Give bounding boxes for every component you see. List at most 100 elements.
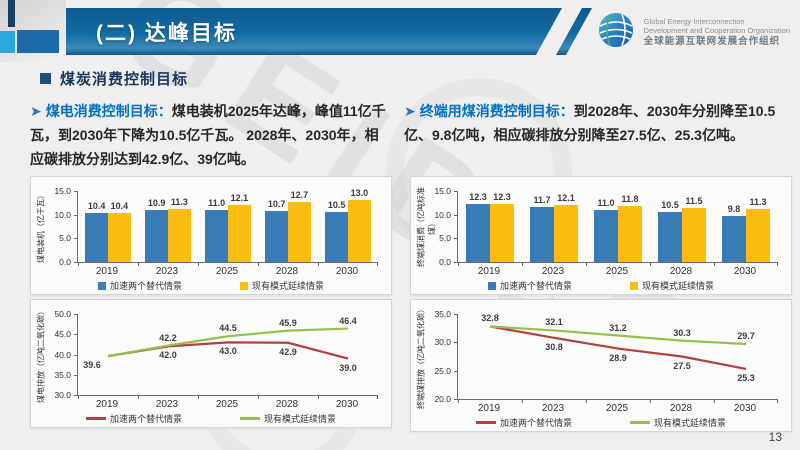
y-tick-mark — [74, 395, 77, 396]
chart-legend: 加速两个替代情景 现有模式延续情景 — [411, 279, 791, 292]
bar — [618, 206, 642, 262]
square-bullet-icon — [40, 73, 51, 84]
bar — [746, 208, 770, 262]
y-tick-label: 15.0 — [54, 186, 71, 196]
y-tick-label: 35.0 — [434, 309, 451, 319]
bullet-coal-power-lead: 煤电消费控制目标： — [45, 103, 172, 119]
legend-line-swatch — [240, 417, 260, 420]
x-tick-mark — [458, 263, 459, 266]
point-value-label: 31.2 — [609, 322, 627, 333]
y-tick-label: 5.0 — [439, 233, 451, 244]
x-tick-mark — [377, 396, 378, 399]
bar — [530, 206, 554, 262]
chart-legend: 加速两个替代情景 现有模式延续情景 — [31, 412, 391, 425]
point-value-label: 39.0 — [339, 362, 357, 373]
bar — [145, 210, 168, 262]
y-tick-mark — [74, 191, 77, 192]
legend-label: 加速两个替代情景 — [499, 281, 572, 291]
x-tick-mark — [586, 400, 587, 403]
y-tick-mark — [454, 238, 457, 240]
bar-value-label: 11.3 — [749, 196, 767, 207]
x-tick-mark — [377, 263, 378, 266]
line-series-svg — [107, 327, 349, 360]
bar — [594, 209, 618, 262]
x-tick-mark — [522, 400, 523, 403]
bar — [168, 208, 191, 262]
line-series — [107, 327, 349, 358]
legend-label: 加速两个替代情景 — [499, 418, 572, 428]
legend-line-swatch — [630, 421, 650, 424]
bar-value-label: 10.5 — [661, 200, 679, 211]
corner-square-dark — [17, 30, 59, 53]
legend-label: 加速两个替代情景 — [109, 414, 182, 424]
x-tick-label: 2028 — [275, 399, 299, 410]
point-value-label: 42.0 — [159, 350, 177, 361]
legend-line-swatch — [475, 421, 496, 424]
y-tick-mark — [74, 262, 77, 263]
bar-value-label: 9.8 — [727, 203, 741, 214]
legend-item: 现有模式延续情景 — [240, 279, 324, 292]
legend-square-swatch — [487, 281, 496, 290]
legend-label: 现有模式延续情景 — [642, 281, 715, 291]
y-tick-label: 20.0 — [434, 394, 451, 404]
x-tick-mark — [78, 396, 79, 399]
chart-legend: 加速两个替代情景 现有模式延续情景 — [31, 279, 391, 292]
section-title: 煤炭消费控制目标 — [60, 71, 189, 88]
point-value-label: 32.1 — [545, 317, 563, 328]
page-title: (二) 达峰目标 — [96, 21, 237, 45]
legend-label: 现有模式延续情景 — [654, 418, 727, 428]
y-tick-mark — [454, 314, 457, 315]
bar-value-label: 12.1 — [557, 192, 575, 203]
bar-value-label: 11.0 — [597, 197, 615, 208]
bar-value-label: 12.7 — [290, 189, 309, 200]
y-tick-label: 15.0 — [434, 186, 451, 196]
y-tick-mark — [454, 191, 457, 192]
point-value-label: 46.4 — [339, 315, 357, 326]
x-tick-label: 2025 — [605, 403, 629, 414]
x-tick-label: 2023 — [155, 399, 179, 410]
legend-item: 现有模式延续情景 — [630, 279, 714, 292]
x-tick-mark — [650, 263, 651, 266]
point-value-label: 42.9 — [279, 346, 297, 357]
bar — [490, 203, 514, 262]
point-value-label: 27.5 — [673, 360, 691, 371]
y-tick-mark — [74, 374, 77, 376]
header-bar: (二) 达峰目标 — [66, 8, 562, 55]
line-series — [489, 325, 747, 346]
y-tick-label: 10.0 — [54, 209, 71, 220]
y-tick-label: 0.0 — [439, 257, 451, 267]
x-tick-label: 2025 — [215, 399, 239, 410]
x-tick-mark — [777, 263, 778, 266]
x-tick-mark — [522, 263, 523, 266]
x-tick-label: 2030 — [335, 266, 359, 277]
y-tick-mark — [74, 334, 77, 336]
point-value-label: 42.2 — [159, 332, 177, 343]
bullet-terminal-coal: ➤ 终端用煤消费控制目标：到2028年、2030年分别降至10.5亿、9.8亿吨，… — [404, 99, 790, 147]
bar — [325, 212, 348, 262]
x-tick-label: 2030 — [733, 403, 757, 414]
point-value-label: 25.3 — [737, 372, 755, 383]
x-tick-label: 2023 — [541, 266, 565, 277]
x-tick-mark — [650, 400, 651, 403]
legend-label: 加速两个替代情景 — [109, 281, 182, 291]
legend-item: 加速两个替代情景 — [85, 412, 182, 425]
x-tick-mark — [714, 400, 715, 403]
legend-item: 现有模式延续情景 — [240, 412, 336, 425]
bar-value-label: 10.7 — [267, 199, 286, 210]
plot-area: 12.3 11.7 11.0 10.5 9.8 12.3 12.1 11.8 11.5 11.3 — [457, 191, 778, 266]
x-tick-label: 2025 — [605, 266, 629, 277]
x-tick-mark — [318, 396, 319, 399]
bar — [85, 212, 108, 262]
y-tick-mark — [74, 314, 77, 315]
y-tick-mark — [454, 342, 457, 344]
y-tick-label: 30.0 — [54, 390, 71, 400]
point-value-label: 32.8 — [481, 313, 499, 324]
bar-value-label: 10.5 — [327, 200, 346, 211]
y-tick-mark — [454, 370, 457, 372]
legend-square-swatch — [97, 281, 106, 290]
bar-value-label: 11.0 — [208, 197, 226, 208]
bullet-coal-power-body: 煤电装机2025年达峰，峰值11亿千瓦，到2030年下降为10.5亿千瓦。 20… — [30, 103, 386, 168]
x-tick-mark — [78, 263, 79, 266]
x-tick-mark — [198, 263, 199, 266]
logo-text-cn: 全球能源互联网发展合作组织 — [643, 36, 781, 48]
